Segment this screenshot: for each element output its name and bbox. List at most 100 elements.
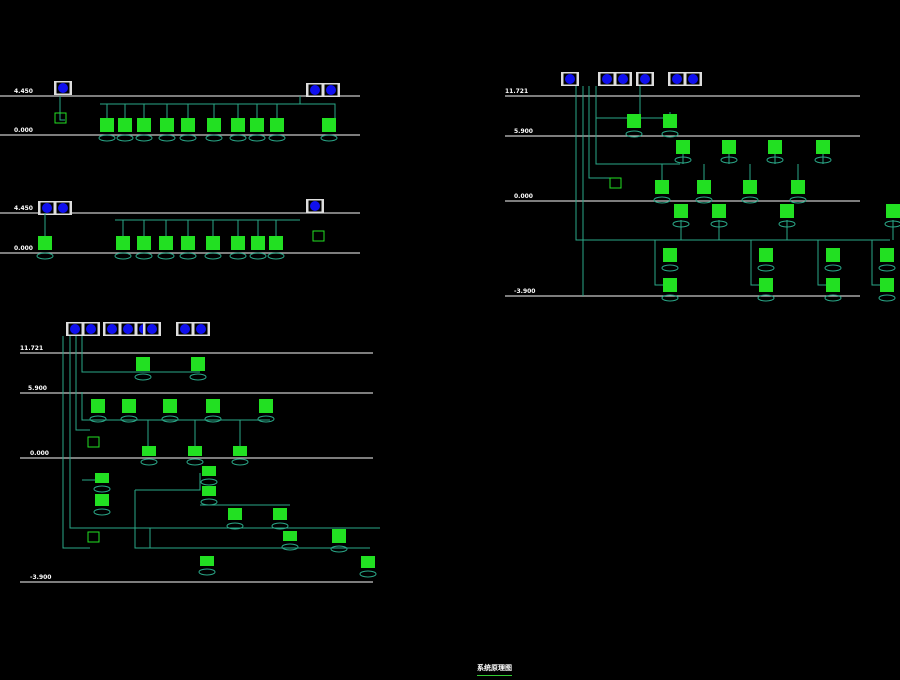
- unit-box: [322, 118, 336, 132]
- unit-tag: [229, 252, 247, 260]
- fan-icon: [688, 74, 698, 84]
- unit-tag: [205, 134, 223, 142]
- unit-box: [122, 399, 136, 413]
- fan-icon: [326, 85, 336, 95]
- unit-tag: [89, 415, 107, 423]
- unit-box: [273, 508, 287, 520]
- unit-tag: [672, 220, 690, 228]
- fan-icon: [147, 324, 157, 334]
- unit-tag: [116, 134, 134, 142]
- unit-box: [791, 180, 805, 194]
- unit-tag: [98, 134, 116, 142]
- unit-tag: [226, 522, 244, 530]
- unit-box: [676, 140, 690, 154]
- unit-tag: [204, 252, 222, 260]
- unit-box: [136, 357, 150, 371]
- unit-box: [722, 140, 736, 154]
- unit-box: [188, 446, 202, 456]
- unit-tag: [93, 485, 111, 493]
- level-label: 0.000: [14, 245, 33, 252]
- unit-box: [826, 248, 840, 262]
- fan-icon: [310, 201, 320, 211]
- unit-tag: [778, 220, 796, 228]
- pipe-line: [81, 392, 270, 421]
- unit-tag: [93, 508, 111, 516]
- unit-box: [663, 248, 677, 262]
- unit-tag: [186, 458, 204, 466]
- unit-tag: [720, 156, 738, 164]
- unit-tag: [140, 458, 158, 466]
- unit-box: [826, 278, 840, 292]
- unit-box: [206, 399, 220, 413]
- unit-tag: [120, 415, 138, 423]
- unit-tag: [161, 415, 179, 423]
- level-label: 5.900: [28, 385, 47, 392]
- unit-tag: [114, 252, 132, 260]
- unit-tag: [661, 130, 679, 138]
- unit-box: [768, 140, 782, 154]
- pipe-line: [134, 490, 370, 549]
- unit-box: [181, 118, 195, 132]
- level-label: -3.900: [30, 574, 52, 581]
- unit-box: [228, 508, 242, 520]
- pipe-line: [59, 96, 65, 121]
- unit-tag: [824, 294, 842, 302]
- unit-box: [259, 399, 273, 413]
- unit-tag: [814, 156, 832, 164]
- unit-box: [137, 236, 151, 250]
- unit-tag: [789, 196, 807, 204]
- unit-tag: [248, 134, 266, 142]
- fan-icon: [58, 83, 68, 93]
- fan-icon: [565, 74, 575, 84]
- unit-box: [759, 248, 773, 262]
- fan-icon: [180, 324, 190, 334]
- unit-tag: [249, 252, 267, 260]
- unit-tag: [625, 130, 643, 138]
- fan-icon: [58, 203, 68, 213]
- level-label: 5.900: [514, 128, 533, 135]
- pipe-line: [817, 240, 826, 286]
- unit-box: [163, 399, 177, 413]
- unit-tag: [179, 134, 197, 142]
- drawing-title: 系统原理图: [477, 663, 512, 676]
- drain-box: [87, 436, 100, 448]
- unit-tag: [661, 264, 679, 272]
- unit-box: [118, 118, 132, 132]
- unit-tag: [204, 415, 222, 423]
- unit-box: [880, 278, 894, 292]
- unit-box: [663, 278, 677, 292]
- unit-tag: [695, 196, 713, 204]
- unit-box: [743, 180, 757, 194]
- unit-tag: [757, 294, 775, 302]
- unit-box: [283, 531, 297, 541]
- unit-box: [202, 466, 216, 476]
- unit-tag: [229, 134, 247, 142]
- unit-tag: [135, 252, 153, 260]
- level-label: 0.000: [14, 127, 33, 134]
- unit-box: [251, 236, 265, 250]
- unit-box: [95, 494, 109, 506]
- unit-tag: [267, 252, 285, 260]
- unit-tag: [231, 458, 249, 466]
- unit-box: [181, 236, 195, 250]
- fan-icon: [42, 203, 52, 213]
- unit-box: [250, 118, 264, 132]
- unit-box: [100, 118, 114, 132]
- fan-icon: [640, 74, 650, 84]
- pipe-line: [750, 240, 759, 286]
- level-label: 0.000: [30, 450, 49, 457]
- unit-tag: [198, 568, 216, 576]
- unit-tag: [200, 498, 218, 506]
- unit-tag: [134, 373, 152, 381]
- unit-box: [231, 118, 245, 132]
- unit-tag: [884, 220, 900, 228]
- unit-tag: [268, 134, 286, 142]
- unit-box: [816, 140, 830, 154]
- unit-box: [191, 357, 205, 371]
- unit-tag: [741, 196, 759, 204]
- level-label: 11.721: [20, 345, 44, 352]
- drain-box: [312, 230, 325, 242]
- pipe-line: [588, 86, 610, 179]
- unit-box: [332, 529, 346, 543]
